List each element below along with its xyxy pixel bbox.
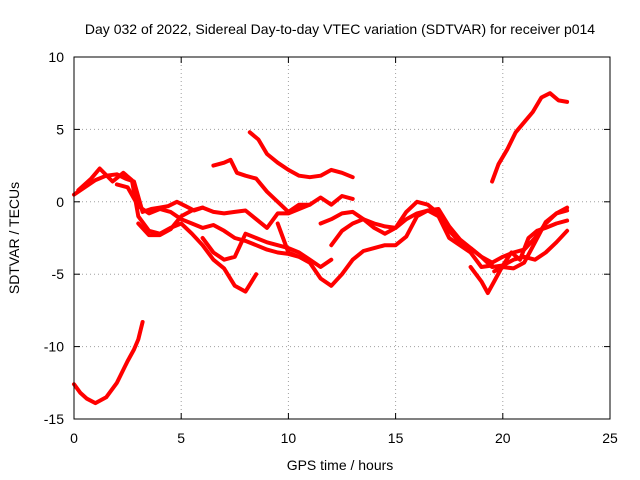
x-tick-labels: 0 5 10 15 20 25 <box>70 430 618 446</box>
series-line-s1 <box>72 320 145 406</box>
y-tick-label: 0 <box>56 194 64 210</box>
y-axis-label: SDTVAR / TECUs <box>6 182 22 294</box>
x-tick-label: 15 <box>388 430 404 446</box>
plot-frame <box>73 56 611 420</box>
series-line-s4 <box>114 182 312 265</box>
y-tick-label: -15 <box>44 411 64 427</box>
axis-ticks <box>73 56 611 420</box>
series-line-s14 <box>490 91 570 184</box>
y-tick-label: -5 <box>52 266 65 282</box>
series-line-s6 <box>211 157 355 214</box>
data-series <box>72 91 570 406</box>
chart-title: Day 032 of 2022, Sidereal Day-to-day VTE… <box>85 21 595 37</box>
x-axis-label: GPS time / hours <box>287 457 394 473</box>
series-line-s5 <box>136 202 312 238</box>
y-tick-label: -10 <box>44 339 64 355</box>
y-tick-label: 10 <box>48 49 64 65</box>
y-tick-label: 5 <box>56 121 64 137</box>
x-tick-label: 5 <box>177 430 185 446</box>
x-tick-label: 20 <box>495 430 511 446</box>
series-line-s9 <box>275 208 495 288</box>
x-tick-label: 10 <box>281 430 297 446</box>
series-line-s7 <box>247 130 355 180</box>
x-tick-label: 0 <box>70 430 78 446</box>
series-line-s13 <box>492 208 570 274</box>
x-tick-label: 25 <box>602 430 618 446</box>
series-line-s2 <box>72 172 205 214</box>
series-line-s8 <box>200 231 334 269</box>
series-line-s12 <box>468 218 570 295</box>
y-tick-labels: -15 -10 -5 0 5 10 <box>44 49 64 427</box>
